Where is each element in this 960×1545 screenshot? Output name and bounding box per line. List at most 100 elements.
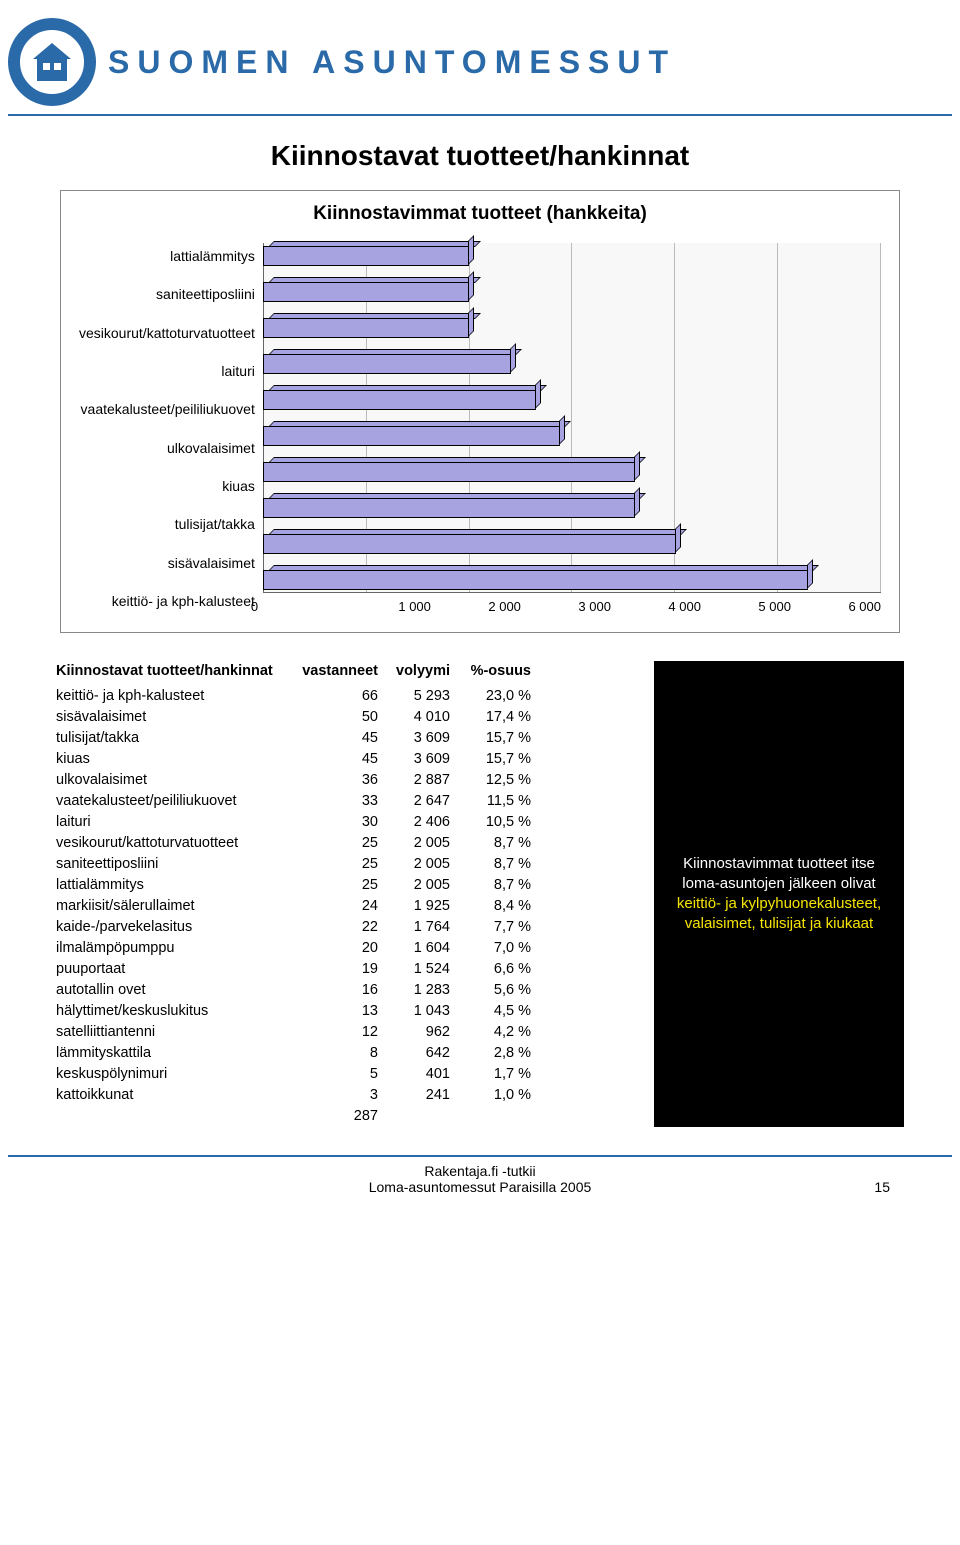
chart-bar-label: keittiö- ja kph-kalusteet xyxy=(79,588,255,614)
cell-n: 13 xyxy=(291,1001,386,1022)
chart-bar-label: sisävalaisimet xyxy=(79,550,255,576)
cell-n: 3 xyxy=(291,1085,386,1106)
table-row: keittiö- ja kph-kalusteet665 29323,0 % xyxy=(56,686,636,707)
cell-n: 5 xyxy=(291,1064,386,1085)
cell-n: 33 xyxy=(291,791,386,812)
footer-line2: Loma-asuntomessut Paraisilla 2005 xyxy=(110,1179,850,1195)
page-title: Kiinnostavat tuotteet/hankinnat xyxy=(0,140,960,172)
chart-bar xyxy=(263,282,470,302)
chart-bar-label: vesikourut/kattoturvatuotteet xyxy=(79,320,255,346)
cell-pct: 4,2 % xyxy=(456,1022,531,1043)
cell-n: 25 xyxy=(291,854,386,875)
chart-bar-row xyxy=(263,351,881,377)
chart-y-labels: lattialämmityssaniteettiposliinivesikour… xyxy=(79,243,263,614)
chart-bar-label: lattialämmitys xyxy=(79,243,255,269)
chart-bar-row xyxy=(263,567,881,593)
cell-vol: 1 764 xyxy=(386,917,456,938)
cell-n: 66 xyxy=(291,686,386,707)
chart-plot: 01 0002 0003 0004 0005 0006 000 xyxy=(263,243,881,614)
chart-bar-label: tulisijat/takka xyxy=(79,511,255,537)
chart-bar-label: kiuas xyxy=(79,473,255,499)
cell-label: lämmityskattila xyxy=(56,1043,291,1064)
chart-x-tick: 3 000 xyxy=(521,599,611,614)
chart-bar-row xyxy=(263,243,881,269)
table-header: Kiinnostavat tuotteet/hankinnat vastanne… xyxy=(56,661,636,682)
chart-bar xyxy=(263,318,470,338)
table-row: keskuspölynimuri54011,7 % xyxy=(56,1064,636,1085)
brand-header: SUOMEN ASUNTOMESSUT xyxy=(0,0,960,114)
cell-vol: 5 293 xyxy=(386,686,456,707)
header-divider xyxy=(8,114,952,116)
cell-n: 16 xyxy=(291,980,386,1001)
callout-box: Kiinnostavimmat tuotteet itse loma-asunt… xyxy=(654,661,904,1127)
cell-label: kattoikkunat xyxy=(56,1085,291,1106)
cell-n: 50 xyxy=(291,707,386,728)
cell-label: ilmalämpöpumppu xyxy=(56,938,291,959)
chart-bar-row xyxy=(263,315,881,341)
cell-pct: 12,5 % xyxy=(456,770,531,791)
cell-label: sisävalaisimet xyxy=(56,707,291,728)
chart-bar-row xyxy=(263,495,881,521)
chart-x-tick: 4 000 xyxy=(611,599,701,614)
table-total-n: 287 xyxy=(291,1106,386,1127)
cell-label: kaide-/parvekelasitus xyxy=(56,917,291,938)
cell-pct: 8,7 % xyxy=(456,854,531,875)
chart-bar xyxy=(263,246,470,266)
cell-vol: 241 xyxy=(386,1085,456,1106)
cell-pct: 10,5 % xyxy=(456,812,531,833)
cell-vol: 642 xyxy=(386,1043,456,1064)
cell-pct: 6,6 % xyxy=(456,959,531,980)
table-row: lämmityskattila86422,8 % xyxy=(56,1043,636,1064)
cell-vol: 1 524 xyxy=(386,959,456,980)
chart-bar-row xyxy=(263,279,881,305)
page-footer: Rakentaja.fi -tutkii Loma-asuntomessut P… xyxy=(0,1157,960,1223)
table-row: puuportaat191 5246,6 % xyxy=(56,959,636,980)
cell-vol: 2 887 xyxy=(386,770,456,791)
table-header-vol: volyymi xyxy=(386,661,456,682)
footer-center: Rakentaja.fi -tutkii Loma-asuntomessut P… xyxy=(110,1163,850,1195)
table-row: satelliittiantenni129624,2 % xyxy=(56,1022,636,1043)
cell-pct: 7,0 % xyxy=(456,938,531,959)
cell-pct: 1,7 % xyxy=(456,1064,531,1085)
cell-label: satelliittiantenni xyxy=(56,1022,291,1043)
cell-vol: 3 609 xyxy=(386,749,456,770)
cell-n: 25 xyxy=(291,833,386,854)
cell-vol: 2 005 xyxy=(386,854,456,875)
cell-vol: 1 604 xyxy=(386,938,456,959)
cell-n: 30 xyxy=(291,812,386,833)
footer-line1: Rakentaja.fi -tutkii xyxy=(110,1163,850,1179)
cell-n: 25 xyxy=(291,875,386,896)
chart-container: Kiinnostavimmat tuotteet (hankkeita) lat… xyxy=(60,190,900,633)
table-row: saniteettiposliini252 0058,7 % xyxy=(56,854,636,875)
chart-bar xyxy=(263,426,560,446)
cell-n: 24 xyxy=(291,896,386,917)
chart-x-tick: 6 000 xyxy=(791,599,881,614)
cell-pct: 23,0 % xyxy=(456,686,531,707)
table-row: hälyttimet/keskuslukitus131 0434,5 % xyxy=(56,1001,636,1022)
cell-vol: 1 283 xyxy=(386,980,456,1001)
chart-bar-row xyxy=(263,423,881,449)
table-row: vesikourut/kattoturvatuotteet252 0058,7 … xyxy=(56,833,636,854)
cell-n: 45 xyxy=(291,728,386,749)
table-row: sisävalaisimet504 01017,4 % xyxy=(56,707,636,728)
cell-n: 12 xyxy=(291,1022,386,1043)
house-icon xyxy=(31,41,73,83)
chart-bar xyxy=(263,390,536,410)
table-row: kaide-/parvekelasitus221 7647,7 % xyxy=(56,917,636,938)
table-row: lattialämmitys252 0058,7 % xyxy=(56,875,636,896)
table-header-label: Kiinnostavat tuotteet/hankinnat xyxy=(56,661,291,682)
cell-n: 36 xyxy=(291,770,386,791)
cell-vol: 2 005 xyxy=(386,833,456,854)
cell-vol: 2 406 xyxy=(386,812,456,833)
cell-label: kiuas xyxy=(56,749,291,770)
cell-label: keskuspölynimuri xyxy=(56,1064,291,1085)
table-row: markiisit/sälerullaimet241 9258,4 % xyxy=(56,896,636,917)
cell-label: lattialämmitys xyxy=(56,875,291,896)
table-row: ulkovalaisimet362 88712,5 % xyxy=(56,770,636,791)
cell-n: 45 xyxy=(291,749,386,770)
chart-bar xyxy=(263,462,635,482)
cell-label: markiisit/sälerullaimet xyxy=(56,896,291,917)
cell-pct: 17,4 % xyxy=(456,707,531,728)
cell-pct: 15,7 % xyxy=(456,749,531,770)
cell-pct: 8,7 % xyxy=(456,833,531,854)
